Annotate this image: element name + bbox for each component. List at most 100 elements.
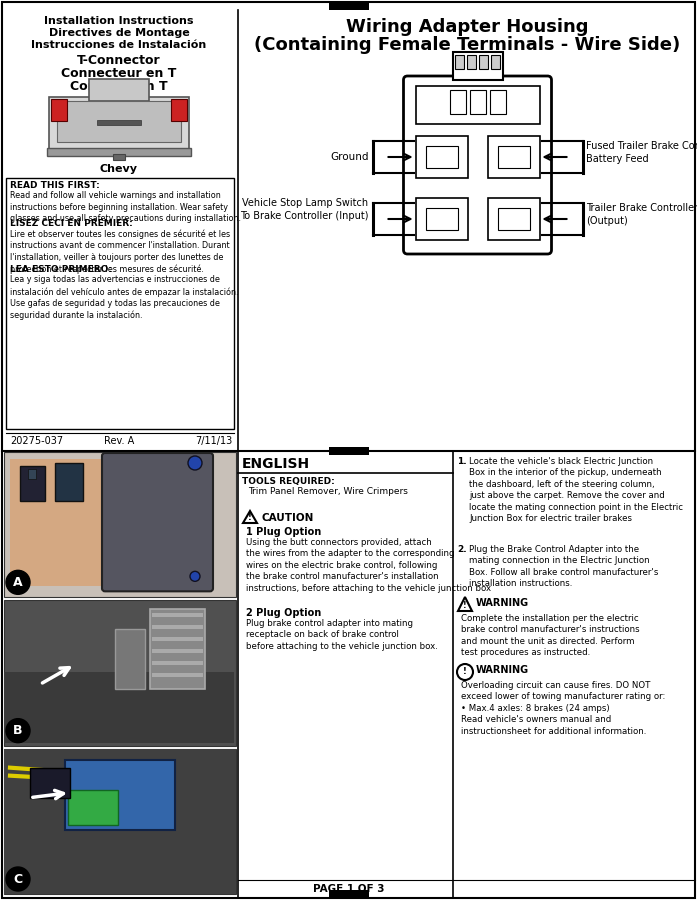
Bar — [152, 662, 203, 665]
Text: 2 Plug Option: 2 Plug Option — [246, 608, 321, 618]
Text: Chevy: Chevy — [100, 164, 138, 174]
Text: A: A — [13, 576, 23, 589]
Bar — [113, 154, 125, 159]
Text: READ THIS FIRST:: READ THIS FIRST: — [10, 182, 100, 191]
Text: Instrucciones de Instalación: Instrucciones de Instalación — [31, 40, 206, 50]
Circle shape — [190, 572, 200, 581]
Bar — [152, 649, 203, 653]
Text: Directives de Montage: Directives de Montage — [49, 28, 190, 38]
Bar — [425, 208, 457, 230]
Bar — [171, 99, 187, 121]
Bar — [4, 672, 234, 743]
Polygon shape — [243, 511, 257, 523]
Text: !: ! — [463, 668, 467, 677]
Bar — [30, 768, 70, 797]
Bar — [49, 97, 189, 149]
Bar — [68, 789, 118, 824]
Bar — [415, 86, 539, 124]
Text: ENGLISH: ENGLISH — [242, 457, 310, 471]
Text: LISEZ CECI EN PREMIER:: LISEZ CECI EN PREMIER: — [10, 220, 132, 229]
Circle shape — [457, 664, 473, 680]
Text: !: ! — [248, 512, 252, 521]
Circle shape — [188, 456, 202, 470]
Text: Complete the installation per the electric
brake control manufacturer's instruct: Complete the installation per the electr… — [461, 614, 640, 657]
Text: 1 Plug Option: 1 Plug Option — [246, 527, 321, 537]
Text: Trailer Brake Controller
(Output): Trailer Brake Controller (Output) — [586, 203, 697, 226]
Text: Read and follow all vehicle warnings and installation
instructions before beginn: Read and follow all vehicle warnings and… — [10, 192, 241, 223]
Bar — [455, 55, 464, 69]
Bar — [498, 146, 530, 168]
Bar — [4, 749, 236, 894]
Text: Conector en T: Conector en T — [70, 80, 168, 93]
Bar — [4, 600, 236, 746]
Text: WARNING: WARNING — [476, 598, 529, 608]
FancyBboxPatch shape — [102, 453, 213, 591]
Bar — [20, 466, 45, 501]
Text: T-Connector: T-Connector — [77, 54, 161, 67]
Text: WARNING: WARNING — [476, 665, 529, 675]
Text: 1.: 1. — [457, 457, 466, 466]
Text: Ground: Ground — [330, 152, 369, 162]
Text: CAUTION: CAUTION — [261, 513, 314, 523]
Bar — [487, 136, 539, 178]
Text: Plug brake control adapter into mating
receptacle on back of brake control
befor: Plug brake control adapter into mating r… — [246, 619, 438, 651]
Bar — [470, 90, 486, 114]
Text: LEA ESTO PRIMERO:: LEA ESTO PRIMERO: — [10, 266, 112, 274]
Bar — [415, 198, 468, 240]
FancyBboxPatch shape — [404, 76, 551, 254]
Bar — [55, 463, 83, 501]
Circle shape — [6, 867, 30, 891]
Bar — [65, 760, 175, 830]
Text: TOOLS REQUIRED:: TOOLS REQUIRED: — [242, 477, 335, 486]
Bar — [115, 629, 145, 689]
Bar — [10, 459, 110, 586]
Text: B: B — [13, 724, 23, 737]
Bar — [425, 146, 457, 168]
Text: Rev. A: Rev. A — [104, 436, 134, 446]
Bar — [28, 469, 36, 479]
Polygon shape — [458, 597, 472, 611]
Text: Lea y siga todas las advertencias e instrucciones de
instalación del vehículo an: Lea y siga todas las advertencias e inst… — [10, 275, 238, 320]
Bar — [487, 198, 539, 240]
Bar — [491, 55, 500, 69]
Text: !: ! — [464, 600, 467, 609]
Bar — [450, 90, 466, 114]
Bar — [328, 2, 369, 10]
Text: Overloading circuit can cause fires. DO NOT
exceed lower of towing manufacturer : Overloading circuit can cause fires. DO … — [461, 681, 666, 736]
Bar — [6, 177, 234, 429]
Text: Vehicle Stop Lamp Switch
To Brake Controller (Input): Vehicle Stop Lamp Switch To Brake Contro… — [240, 198, 369, 221]
Text: 2.: 2. — [457, 545, 466, 554]
Text: 7/11/13: 7/11/13 — [194, 436, 232, 446]
Bar — [415, 136, 468, 178]
Bar — [152, 626, 203, 629]
Text: Using the butt connectors provided, attach
the wires from the adapter to the cor: Using the butt connectors provided, atta… — [246, 538, 491, 593]
Bar — [150, 609, 205, 689]
Text: Trim Panel Remover, Wire Crimpers: Trim Panel Remover, Wire Crimpers — [248, 487, 408, 496]
Text: Plug the Brake Control Adapter into the
mating connection in the Electric Juncti: Plug the Brake Control Adapter into the … — [469, 545, 659, 589]
Bar — [328, 890, 369, 898]
Bar — [47, 148, 191, 156]
Bar — [479, 55, 488, 69]
Circle shape — [6, 571, 30, 594]
Bar — [89, 79, 149, 101]
Bar — [328, 447, 369, 455]
Bar — [97, 120, 141, 124]
Text: PAGE 1 OF 3: PAGE 1 OF 3 — [313, 884, 384, 894]
Bar — [489, 90, 505, 114]
Text: Lire et observer toutes les consignes de sécurité et les
instructions avant de c: Lire et observer toutes les consignes de… — [10, 230, 230, 274]
Bar — [4, 452, 236, 598]
Bar — [51, 99, 67, 121]
Bar — [152, 613, 203, 617]
Text: Locate the vehicle's black Electric Junction
Box in the interior of the pickup, : Locate the vehicle's black Electric Junc… — [469, 457, 683, 523]
Bar — [452, 52, 503, 80]
Bar — [4, 749, 236, 894]
Text: Installation Instructions: Installation Instructions — [44, 16, 194, 26]
Text: 20275-037: 20275-037 — [10, 436, 63, 446]
Bar — [57, 101, 181, 142]
Text: C: C — [13, 872, 22, 886]
Text: Fused Trailer Brake Controller
Battery Feed: Fused Trailer Brake Controller Battery F… — [586, 141, 697, 164]
Text: Connecteur en T: Connecteur en T — [61, 67, 176, 80]
Bar — [467, 55, 476, 69]
Text: Wiring Adapter Housing: Wiring Adapter Housing — [346, 18, 589, 36]
Bar — [152, 673, 203, 678]
